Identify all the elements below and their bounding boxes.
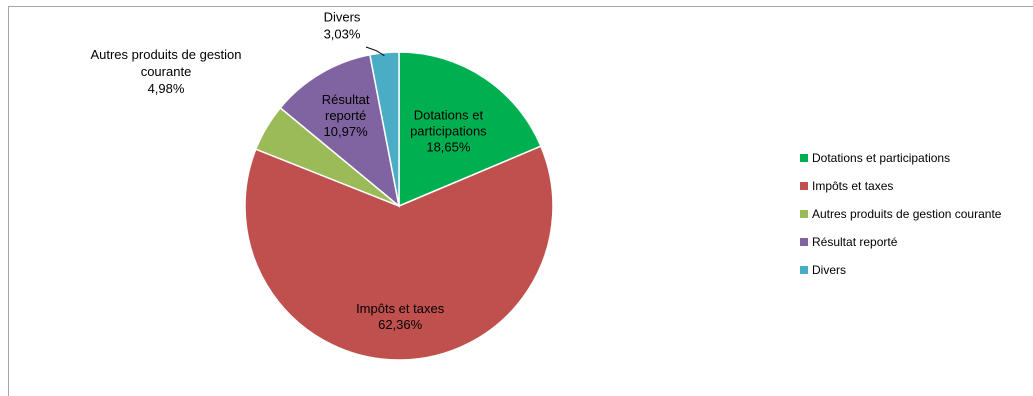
leader-line-divers	[365, 46, 385, 57]
legend-swatch	[800, 210, 808, 218]
legend-item-dotations-et-participations: Dotations et participations	[800, 144, 1033, 172]
data-label-value: 10,97%	[324, 124, 369, 139]
data-label-value: 62,36%	[378, 317, 423, 332]
chart-legend: Dotations et participations Impôts et tax…	[800, 144, 1033, 284]
legend-label: Divers	[812, 263, 847, 277]
data-label-text: Divers	[324, 10, 361, 25]
data-label-text: Résultat	[322, 92, 370, 107]
data-label-text: courante	[141, 64, 192, 79]
legend-item-impots-et-taxes: Impôts et taxes	[800, 172, 1033, 200]
data-label-text: participations	[410, 124, 487, 139]
chart-area-frame	[8, 6, 1033, 396]
legend-item-autres-produits-de-gestion-courante: Autres produits de gestion courante	[800, 200, 1033, 228]
data-label-text: reporté	[325, 108, 366, 123]
legend-label: Résultat reporté	[812, 235, 898, 249]
slice-divers	[368, 51, 400, 207]
data-label-dotations-et-participations: Dotations et participations 18,65%	[410, 108, 487, 155]
legend-label: Autres produits de gestion courante	[812, 207, 1002, 221]
legend-item-resultat-reporte: Résultat reporté	[800, 228, 1033, 256]
data-label-text: Impôts et taxes	[356, 301, 445, 316]
legend-swatch	[800, 238, 808, 246]
data-label-value: 3,03%	[324, 27, 361, 42]
legend-label: Impôts et taxes	[812, 179, 894, 193]
slice-dotations-et-participations	[398, 51, 542, 208]
legend-swatch	[800, 266, 808, 274]
legend-swatch	[800, 182, 808, 190]
data-label-resultat-reporte: Résultat reporté 10,97%	[322, 92, 370, 139]
data-label-autres-produits-de-gestion-courante: Autres produits de gestion courante 4,98%	[90, 47, 241, 96]
data-label-impots-et-taxes: Impôts et taxes 62,36%	[356, 301, 445, 332]
legend-swatch	[800, 154, 808, 162]
legend-item-divers: Divers	[800, 256, 1033, 284]
legend-label: Dotations et participations	[812, 151, 951, 165]
data-label-text: Dotations et	[414, 108, 484, 123]
data-label-divers: Divers 3,03%	[324, 10, 361, 42]
data-label-value: 18,65%	[426, 140, 471, 155]
data-label-value: 4,98%	[148, 81, 185, 96]
data-label-text: Autres produits de gestion	[90, 47, 241, 62]
slice-resultat-reporte	[279, 53, 401, 208]
slice-impots-et-taxes	[244, 145, 554, 361]
